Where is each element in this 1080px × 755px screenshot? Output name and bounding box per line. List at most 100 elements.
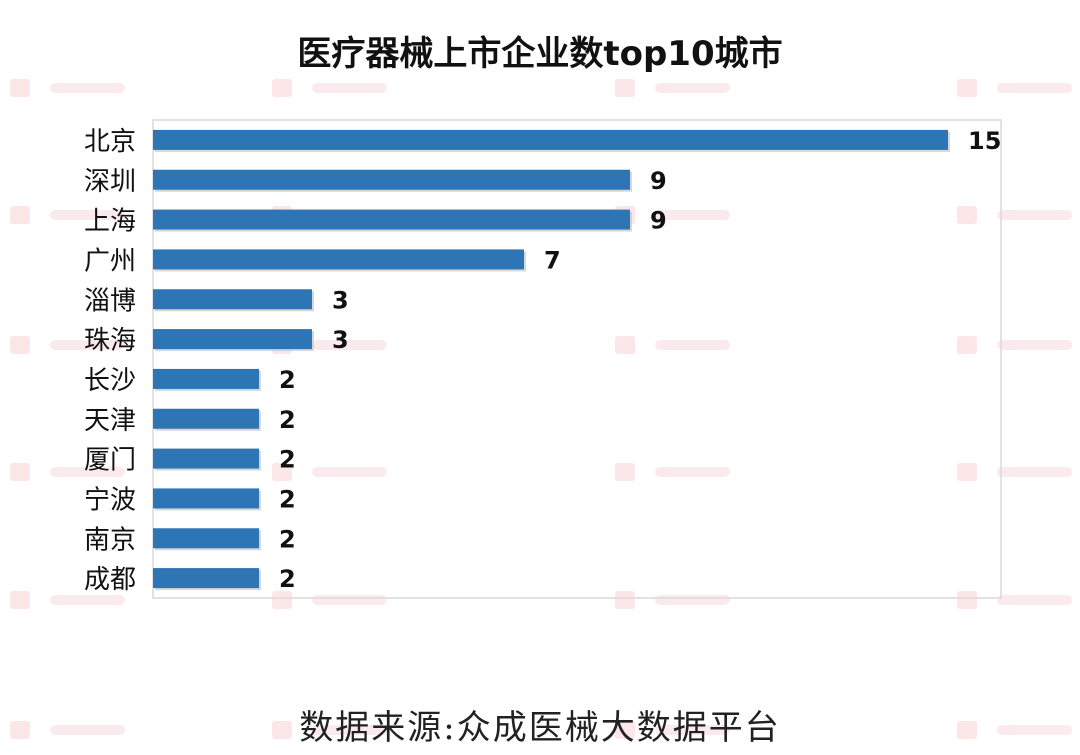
watermark: [615, 721, 730, 739]
category-label: 珠海: [84, 326, 136, 356]
bar: [153, 129, 948, 150]
watermark-logo-icon: [272, 591, 292, 609]
watermark-logo-icon: [615, 721, 635, 739]
data-label: 2: [279, 525, 296, 553]
data-label: 2: [279, 366, 296, 394]
watermark-mark: [312, 467, 387, 477]
category-label: 天津: [84, 406, 136, 436]
watermark: [272, 463, 387, 481]
data-label: 9: [650, 167, 667, 195]
watermark-mark: [997, 340, 1072, 350]
watermark-logo-icon: [957, 463, 977, 481]
watermark-mark: [312, 340, 387, 350]
watermark-logo-icon: [957, 79, 977, 97]
watermark-mark: [997, 467, 1072, 477]
data-label: 2: [279, 485, 296, 513]
bar: [153, 169, 630, 190]
watermark-mark: [655, 83, 730, 93]
watermark: [272, 721, 387, 739]
watermark-mark: [655, 467, 730, 477]
data-label: 15: [968, 127, 1001, 155]
watermark-logo-icon: [10, 79, 30, 97]
watermark-mark: [50, 340, 125, 350]
category-label: 深圳: [84, 167, 136, 197]
watermark-mark: [50, 595, 125, 605]
category-label: 厦门: [84, 446, 136, 476]
watermark-logo-icon: [957, 336, 977, 354]
plot-area: [152, 119, 1002, 599]
category-label: 上海: [84, 207, 136, 237]
data-label: 3: [332, 326, 349, 354]
data-label: 3: [332, 286, 349, 314]
watermark-mark: [50, 210, 125, 220]
watermark-logo-icon: [957, 206, 977, 224]
watermark: [10, 79, 125, 97]
data-label: 9: [650, 207, 667, 235]
data-label: 7: [544, 246, 561, 274]
category-label: 淄博: [84, 286, 136, 316]
bar: [153, 488, 259, 509]
watermark: [957, 336, 1072, 354]
watermark-logo-icon: [615, 463, 635, 481]
watermark: [957, 206, 1072, 224]
watermark: [10, 591, 125, 609]
watermark-logo-icon: [615, 336, 635, 354]
watermark-mark: [655, 725, 730, 735]
watermark: [615, 463, 730, 481]
chart-title: 医疗器械上市企业数top10城市: [297, 34, 783, 74]
watermark-mark: [997, 595, 1072, 605]
bar: [153, 528, 259, 549]
watermark-mark: [997, 210, 1072, 220]
watermark-mark: [997, 83, 1072, 93]
category-label: 宁波: [84, 485, 136, 515]
category-label: 南京: [84, 525, 136, 555]
category-label: 成都: [84, 565, 136, 595]
data-label: 2: [279, 406, 296, 434]
watermark: [957, 721, 1072, 739]
watermark-mark: [50, 83, 125, 93]
watermark-logo-icon: [10, 336, 30, 354]
watermark-logo-icon: [10, 463, 30, 481]
category-label: 广州: [84, 246, 136, 276]
watermark-logo-icon: [615, 79, 635, 97]
category-label: 北京: [84, 127, 136, 157]
watermark: [615, 79, 730, 97]
watermark-logo-icon: [615, 591, 635, 609]
watermark: [957, 463, 1072, 481]
watermark-mark: [655, 210, 730, 220]
watermark-mark: [655, 340, 730, 350]
watermark-logo-icon: [10, 206, 30, 224]
watermark: [957, 591, 1072, 609]
watermark-logo-icon: [272, 721, 292, 739]
watermark: [10, 721, 125, 739]
watermark-logo-icon: [957, 721, 977, 739]
watermark-mark: [50, 725, 125, 735]
category-label: 长沙: [84, 366, 136, 396]
bar: [153, 368, 259, 389]
watermark: [957, 79, 1072, 97]
bar: [153, 209, 630, 230]
data-source: 数据来源:众成医械大数据平台: [299, 708, 781, 748]
watermark-mark: [50, 467, 125, 477]
bar: [153, 448, 259, 469]
watermark: [10, 206, 125, 224]
watermark-logo-icon: [10, 591, 30, 609]
watermark: [272, 79, 387, 97]
bar: [153, 249, 524, 270]
data-label: 2: [279, 446, 296, 474]
data-label: 2: [279, 565, 296, 593]
watermark-logo-icon: [957, 591, 977, 609]
bar: [153, 289, 312, 310]
watermark-mark: [997, 725, 1072, 735]
watermark: [10, 336, 125, 354]
watermark-mark: [312, 83, 387, 93]
watermark-logo-icon: [272, 463, 292, 481]
watermark: [615, 336, 730, 354]
watermark-logo-icon: [10, 721, 30, 739]
watermark-mark: [312, 725, 387, 735]
bar: [153, 568, 259, 589]
bar: [153, 329, 312, 350]
watermark-logo-icon: [272, 79, 292, 97]
